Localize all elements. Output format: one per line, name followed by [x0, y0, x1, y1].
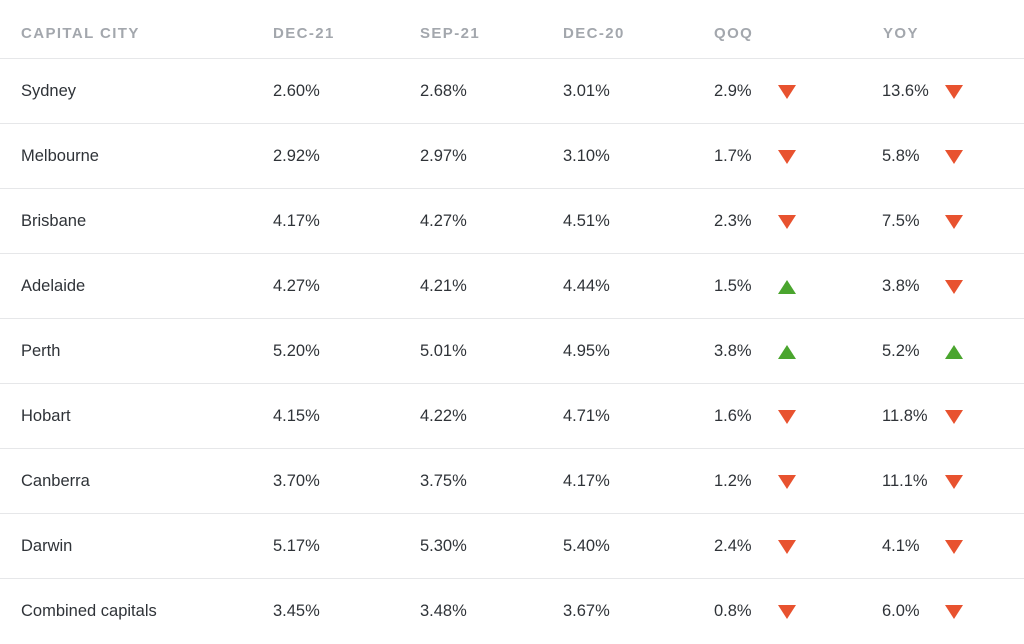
header-dec-21: DEC-21: [273, 25, 335, 42]
city-cell: Adelaide: [21, 276, 86, 295]
qoq-cell: 2.3%: [714, 211, 752, 230]
triangle-down-icon: [778, 85, 796, 99]
qoq-cell: 1.5%: [714, 276, 752, 295]
sep-21-cell: 4.21%: [420, 276, 467, 295]
triangle-down-icon: [945, 540, 963, 554]
dec-20-cell: 4.95%: [563, 341, 610, 360]
dec-21-cell: 5.17%: [273, 536, 320, 555]
yoy-cell: 5.2%: [882, 341, 920, 360]
dec-20-cell: 3.01%: [563, 81, 610, 100]
triangle-down-icon: [945, 215, 963, 229]
table-row: Hobart 4.15% 4.22% 4.71% 1.6% 11.8%: [0, 384, 1024, 449]
triangle-down-icon: [778, 605, 796, 619]
city-cell: Perth: [21, 341, 61, 360]
sep-21-cell: 4.22%: [420, 406, 467, 425]
dec-20-cell: 3.10%: [563, 146, 610, 165]
city-cell: Brisbane: [21, 211, 87, 230]
yoy-cell: 11.1%: [882, 471, 928, 490]
dec-21-cell: 3.45%: [273, 602, 320, 620]
yoy-cell: 5.8%: [882, 146, 920, 165]
dec-21-cell: 2.92%: [273, 146, 320, 165]
dec-20-cell: 4.51%: [563, 211, 610, 230]
triangle-down-icon: [778, 150, 796, 164]
dec-21-cell: 4.17%: [273, 211, 320, 230]
city-cell: Sydney: [21, 81, 77, 100]
table-row: Canberra 3.70% 3.75% 4.17% 1.2% 11.1%: [0, 449, 1024, 514]
table-row: Sydney 2.60% 2.68% 3.01% 2.9% 13.6%: [0, 59, 1024, 124]
dec-20-cell: 4.71%: [563, 406, 610, 425]
table-row: Adelaide 4.27% 4.21% 4.44% 1.5% 3.8%: [0, 254, 1024, 319]
yoy-cell: 7.5%: [882, 211, 920, 230]
qoq-cell: 1.2%: [714, 471, 752, 490]
triangle-down-icon: [778, 475, 796, 489]
triangle-down-icon: [945, 280, 963, 294]
triangle-down-icon: [778, 410, 796, 424]
header-qoq: QOQ: [714, 25, 754, 42]
dec-21-cell: 5.20%: [273, 341, 320, 360]
triangle-down-icon: [778, 540, 796, 554]
table-body: Sydney 2.60% 2.68% 3.01% 2.9% 13.6% Melbourne 2…: [0, 59, 1024, 644]
yoy-cell: 3.8%: [882, 276, 920, 295]
dec-20-cell: 3.67%: [563, 602, 610, 620]
triangle-down-icon: [945, 605, 963, 619]
sep-21-cell: 5.30%: [420, 536, 467, 555]
sep-21-cell: 2.68%: [420, 81, 467, 100]
triangle-down-icon: [778, 215, 796, 229]
table-row: Combined capitals 3.45% 3.48% 3.67% 0.8% 6.0%: [0, 579, 1024, 644]
sep-21-cell: 2.97%: [420, 146, 467, 165]
city-cell: Canberra: [21, 471, 90, 490]
yoy-cell: 4.1%: [882, 536, 920, 555]
dec-21-cell: 2.60%: [273, 81, 320, 100]
sep-21-cell: 5.01%: [420, 341, 467, 360]
dec-21-cell: 4.15%: [273, 406, 320, 425]
city-cell: Hobart: [21, 406, 71, 425]
triangle-up-icon: [778, 345, 796, 359]
yoy-cell: 13.6%: [882, 81, 929, 100]
dec-20-cell: 4.17%: [563, 471, 610, 490]
city-cell: Darwin: [21, 536, 73, 555]
yoy-cell: 11.8%: [882, 406, 928, 425]
table-header-row: CAPITAL CITY DEC-21 SEP-21 DEC-20 QOQ YO…: [0, 0, 1024, 59]
header-capital-city: CAPITAL CITY: [21, 25, 140, 42]
dec-21-cell: 4.27%: [273, 276, 320, 295]
sep-21-cell: 3.75%: [420, 471, 467, 490]
city-cell: Melbourne: [21, 146, 99, 165]
triangle-up-icon: [945, 345, 963, 359]
header-sep-21: SEP-21: [420, 25, 481, 42]
triangle-down-icon: [945, 410, 963, 424]
triangle-down-icon: [945, 475, 963, 489]
header-dec-20: DEC-20: [563, 25, 625, 42]
table-row: Melbourne 2.92% 2.97% 3.10% 1.7% 5.8%: [0, 124, 1024, 189]
qoq-cell: 0.8%: [714, 602, 752, 620]
qoq-cell: 3.8%: [714, 341, 752, 360]
qoq-cell: 2.4%: [714, 536, 752, 555]
triangle-up-icon: [778, 280, 796, 294]
qoq-cell: 1.6%: [714, 406, 752, 425]
header-yoy: YOY: [883, 25, 919, 42]
qoq-cell: 2.9%: [714, 81, 752, 100]
triangle-down-icon: [945, 150, 963, 164]
dec-20-cell: 5.40%: [563, 536, 610, 555]
qoq-cell: 1.7%: [714, 146, 752, 165]
table-row: Darwin 5.17% 5.30% 5.40% 2.4% 4.1%: [0, 514, 1024, 579]
table-row: Brisbane 4.17% 4.27% 4.51% 2.3% 7.5%: [0, 189, 1024, 254]
sep-21-cell: 4.27%: [420, 211, 467, 230]
yoy-cell: 6.0%: [882, 602, 920, 620]
table-row: Perth 5.20% 5.01% 4.95% 3.8% 5.2%: [0, 319, 1024, 384]
dec-20-cell: 4.44%: [563, 276, 610, 295]
city-cell: Combined capitals: [21, 602, 157, 620]
sep-21-cell: 3.48%: [420, 602, 467, 620]
dec-21-cell: 3.70%: [273, 471, 320, 490]
triangle-down-icon: [945, 85, 963, 99]
